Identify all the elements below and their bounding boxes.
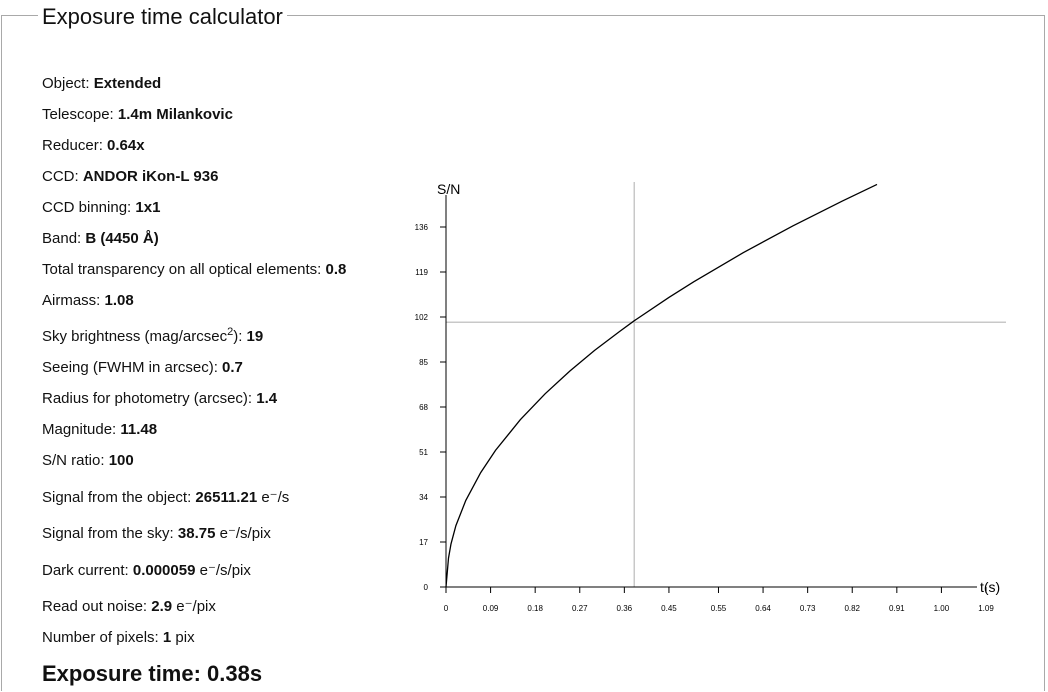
param-value: 1x1 xyxy=(135,199,161,216)
param-superscript: 2 xyxy=(227,326,234,338)
param-row-sn-ratio: S/N ratio: 100 xyxy=(42,452,134,470)
x-tick-label: 0.18 xyxy=(527,604,543,613)
param-value: 100 xyxy=(108,452,134,469)
param-value: 1.4 xyxy=(256,390,278,407)
param-row-pixels: Number of pixels: 1 pix xyxy=(42,629,195,647)
x-tick-label: 0.55 xyxy=(711,604,727,613)
param-value: 1 xyxy=(162,629,172,646)
x-tick-label: 0.73 xyxy=(800,604,816,613)
param-unit: pix xyxy=(171,629,195,646)
param-row-reducer: Reducer: 0.64x xyxy=(42,137,145,155)
sn-vs-time-chart: 0 17 34 51 68 85 102 119 136 0 0.09 0.18 0.27 0.36 0.4… xyxy=(415,181,1006,613)
param-unit: e⁻/pix xyxy=(172,598,216,615)
x-tick-label: 0.91 xyxy=(889,604,905,613)
param-label: Seeing (FWHM in arcsec): xyxy=(42,359,223,376)
x-tick-label: 0.27 xyxy=(572,604,588,613)
param-row-read-noise: Read out noise: 2.9 e⁻/pix xyxy=(42,598,216,616)
y-tick-label: 51 xyxy=(419,448,428,457)
calculator-panel xyxy=(1,15,1045,691)
param-label: Airmass: xyxy=(42,292,105,309)
param-row-object: Object: Extended xyxy=(42,75,161,93)
exposure-time-result: Exposure time: 0.38s xyxy=(42,661,263,686)
param-label: Sky brightness (mag/arcsec xyxy=(42,328,228,345)
y-tick-label: 119 xyxy=(415,268,428,277)
param-label: Object: xyxy=(42,75,94,92)
y-axis-label: S/N xyxy=(437,181,460,197)
param-value: 0.8 xyxy=(325,261,347,278)
y-tick-label: 136 xyxy=(415,223,429,232)
x-tick-label: 0.45 xyxy=(661,604,677,613)
x-tick-label: 0.36 xyxy=(617,604,633,613)
param-value: 19 xyxy=(246,328,264,345)
x-tick-label: 0.82 xyxy=(844,604,860,613)
param-label: Band: xyxy=(42,230,86,247)
param-value: 0.64x xyxy=(107,137,145,154)
param-row-magnitude: Magnitude: 11.48 xyxy=(42,421,157,439)
y-tick-label: 85 xyxy=(419,358,428,367)
x-tick-label: 1.00 xyxy=(934,604,950,613)
param-value: 1.08 xyxy=(104,292,134,309)
param-label: Magnitude: xyxy=(42,421,121,438)
param-row-ccd-binning: CCD binning: 1x1 xyxy=(42,199,160,217)
param-label-after: ): xyxy=(233,328,247,345)
panel-title: Exposure time calculator xyxy=(38,3,287,31)
x-tick-label: 0.09 xyxy=(483,604,499,613)
param-row-dark-current: Dark current: 0.000059 e⁻/s/pix xyxy=(42,562,251,580)
param-value: B (4450 Å) xyxy=(85,230,159,247)
param-value: 1.4m Milankovic xyxy=(117,106,233,123)
x-tick-label: 0.64 xyxy=(755,604,771,613)
param-value: 0.000059 xyxy=(132,562,196,579)
param-row-seeing: Seeing (FWHM in arcsec): 0.7 xyxy=(42,359,243,377)
x-axis-label: t(s) xyxy=(980,579,1000,595)
y-tick-label: 68 xyxy=(419,403,428,412)
param-label: Signal from the object: xyxy=(42,489,196,506)
y-tick-label: 17 xyxy=(419,538,428,547)
param-value: 38.75 xyxy=(177,525,216,542)
param-value: Extended xyxy=(93,75,162,92)
param-label: Signal from the sky: xyxy=(42,525,178,542)
sn-curve-line xyxy=(445,183,878,588)
x-tick-label: 0 xyxy=(444,604,449,613)
param-label: CCD binning: xyxy=(42,199,136,216)
param-unit: e⁻/s/pix xyxy=(215,525,271,542)
param-row-band: Band: B (4450 Å) xyxy=(42,230,159,248)
param-row-signal-object: Signal from the object: 26511.21 e⁻/s xyxy=(42,489,289,507)
param-value: 2.9 xyxy=(151,598,173,615)
y-tick-label: 34 xyxy=(419,493,428,502)
param-row-airmass: Airmass: 1.08 xyxy=(42,292,134,310)
x-tick-label: 1.09 xyxy=(978,604,994,613)
param-label: Reducer: xyxy=(42,137,108,154)
param-label: S/N ratio: xyxy=(42,452,109,469)
param-label: Total transparency on all optical elemen… xyxy=(42,261,326,278)
y-tick-label: 0 xyxy=(424,583,429,592)
param-label: Read out noise: xyxy=(42,598,152,615)
param-row-sky-brightness: Sky brightness (mag/arcsec2): 19 xyxy=(42,326,264,346)
param-row-signal-sky: Signal from the sky: 38.75 e⁻/s/pix xyxy=(42,525,271,543)
param-row-radius: Radius for photometry (arcsec): 1.4 xyxy=(42,390,277,408)
param-unit: e⁻/s/pix xyxy=(195,562,251,579)
param-row-telescope: Telescope: 1.4m Milankovic xyxy=(42,106,233,124)
param-value: ANDOR iKon-L 936 xyxy=(82,168,219,185)
param-label: Telescope: xyxy=(42,106,118,123)
param-unit: e⁻/s xyxy=(257,489,290,506)
param-row-ccd: CCD: ANDOR iKon-L 936 xyxy=(42,168,218,186)
param-value: 26511.21 xyxy=(195,489,258,506)
param-label: CCD: xyxy=(42,168,83,185)
param-value: 0.7 xyxy=(222,359,243,376)
y-tick-label: 102 xyxy=(415,313,429,322)
param-label: Radius for photometry (arcsec): xyxy=(42,390,257,407)
param-label: Dark current: xyxy=(42,562,133,579)
param-label: Number of pixels: xyxy=(42,629,163,646)
param-row-transparency: Total transparency on all optical elemen… xyxy=(42,261,346,279)
param-value: 11.48 xyxy=(120,421,158,438)
